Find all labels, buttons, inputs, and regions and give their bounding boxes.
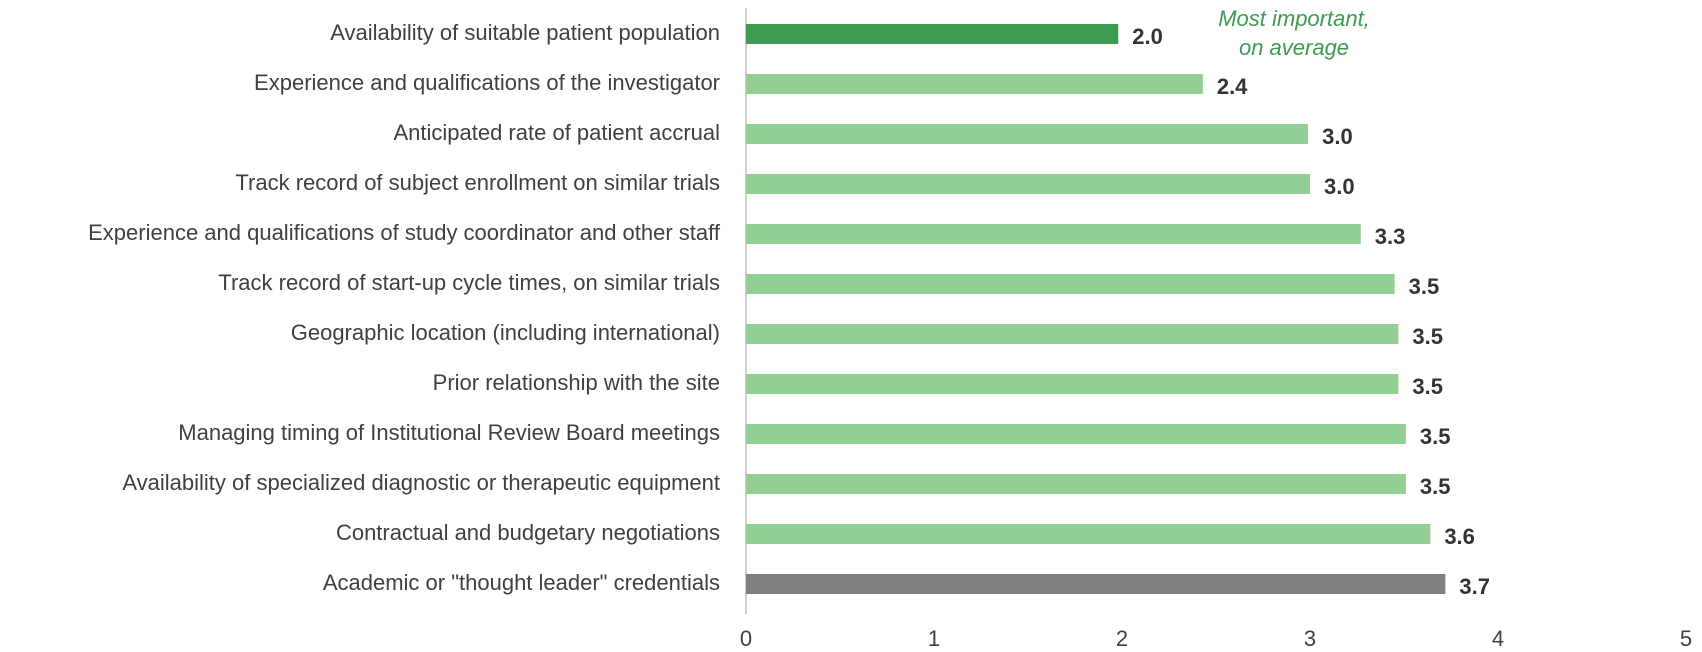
x-tick-label: 2 xyxy=(1116,626,1128,651)
x-tick-label: 4 xyxy=(1492,626,1504,651)
bar xyxy=(746,224,1361,244)
value-label: 3.0 xyxy=(1324,174,1355,199)
x-tick-label: 1 xyxy=(928,626,940,651)
value-label: 3.3 xyxy=(1375,224,1406,249)
value-label: 3.5 xyxy=(1420,424,1451,449)
category-label: Track record of subject enrollment on si… xyxy=(235,170,720,195)
category-label: Track record of start-up cycle times, on… xyxy=(218,270,720,295)
bar xyxy=(746,274,1395,294)
x-tick-label: 0 xyxy=(740,626,752,651)
value-label: 3.5 xyxy=(1420,474,1451,499)
category-label: Academic or "thought leader" credentials xyxy=(323,570,720,595)
category-label: Prior relationship with the site xyxy=(433,370,720,395)
bar xyxy=(746,24,1119,44)
category-label: Contractual and budgetary negotiations xyxy=(336,520,720,545)
bar xyxy=(746,374,1399,394)
bar xyxy=(746,524,1431,544)
annotation: on average xyxy=(1239,35,1349,60)
value-label: 3.6 xyxy=(1444,524,1475,549)
bar xyxy=(746,474,1406,494)
value-label: 3.5 xyxy=(1412,374,1443,399)
category-label: Availability of suitable patient populat… xyxy=(330,20,720,45)
bar xyxy=(746,424,1406,444)
bar xyxy=(746,324,1399,344)
value-label: 3.5 xyxy=(1409,274,1440,299)
category-label: Anticipated rate of patient accrual xyxy=(393,120,720,145)
value-label: 2.4 xyxy=(1217,74,1248,99)
category-label: Experience and qualifications of the inv… xyxy=(254,70,720,95)
category-label: Experience and qualifications of study c… xyxy=(88,220,721,245)
bar xyxy=(746,74,1203,94)
bar xyxy=(746,124,1309,144)
category-label: Availability of specialized diagnostic o… xyxy=(122,470,720,495)
category-label: Geographic location (including internati… xyxy=(291,320,720,345)
x-tick-label: 5 xyxy=(1680,626,1692,651)
x-tick-label: 3 xyxy=(1304,626,1316,651)
annotation: Most important, xyxy=(1218,6,1370,31)
value-label: 2.0 xyxy=(1132,24,1163,49)
value-label: 3.5 xyxy=(1412,324,1443,349)
value-label: 3.7 xyxy=(1459,574,1490,599)
bar xyxy=(746,574,1446,594)
category-label: Managing timing of Institutional Review … xyxy=(178,420,720,445)
bar xyxy=(746,174,1310,194)
value-label: 3.0 xyxy=(1322,124,1353,149)
